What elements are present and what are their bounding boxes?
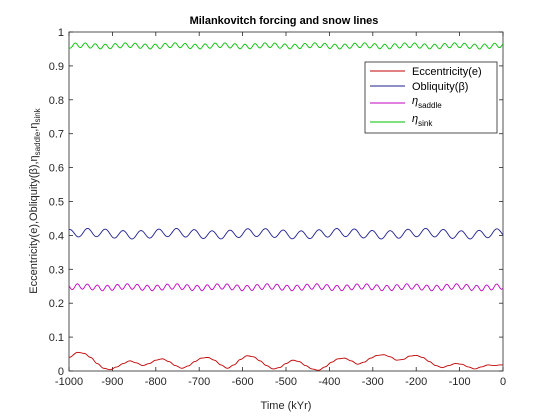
y-tick-label: 0.2 — [49, 298, 64, 310]
y-axis-title-part: η — [28, 155, 40, 161]
series-layer — [68, 42, 504, 371]
y-tick-labels: 0 0.1 0.2 0.3 0.4 0.5 0.6 0.7 0.8 0.9 1 — [49, 27, 64, 378]
x-tick-label: -200 — [405, 376, 427, 388]
legend-label-obliquity: Obliquity(β) — [412, 81, 468, 93]
axis-ticks — [68, 31, 504, 372]
x-tick-label: -800 — [145, 376, 167, 388]
y-tick-label: 0.8 — [49, 95, 64, 107]
legend-label-eta-sink: ηsink — [412, 113, 433, 128]
x-tick-label: -500 — [275, 376, 297, 388]
y-axis-title-part: saddle — [33, 131, 42, 155]
x-tick-label: -1000 — [55, 376, 83, 388]
chart-title: Milankovitch forcing and snow lines — [190, 15, 379, 27]
legend-label-eta-saddle-symbol: η — [412, 95, 418, 107]
x-tick-label: -400 — [318, 376, 340, 388]
y-tick-label: 0.7 — [49, 129, 64, 141]
y-tick-label: 0.9 — [49, 61, 64, 73]
legend-label-obliquity-greek: β — [458, 81, 464, 93]
y-tick-label: 0.4 — [49, 230, 64, 242]
eta-sink-line — [68, 42, 504, 50]
legend-label-eta-saddle-sub: saddle — [418, 101, 442, 110]
y-axis-title-part: Eccentricity(e),Obliquity( — [28, 174, 40, 294]
y-tick-label: 0.1 — [49, 332, 64, 344]
legend: Eccentricity(e) Obliquity(β) ηsaddle ηsi… — [364, 61, 498, 134]
y-axis-title-part: η — [28, 123, 40, 129]
y-tick-label: 1 — [58, 27, 64, 39]
y-tick-label: 0.5 — [49, 197, 64, 209]
y-axis-title-part: β — [28, 168, 40, 174]
x-tick-label: -300 — [362, 376, 384, 388]
y-tick-label: 0.3 — [49, 264, 64, 276]
x-tick-labels: -1000 -900 -800 -700 -600 -500 -400 -300 -200 -10… — [55, 376, 506, 388]
legend-label-eta-saddle: ηsaddle — [412, 95, 442, 110]
y-axis-title-part: ), — [28, 161, 40, 168]
legend-label-eccentricity-text: Eccentricity(e) — [412, 66, 482, 78]
legend-label-obliquity-text: Obliquity( — [412, 81, 459, 93]
x-tick-label: 0 — [500, 376, 506, 388]
x-tick-label: -600 — [232, 376, 254, 388]
y-axis-title-part: , — [28, 129, 40, 132]
obliquity-line — [68, 227, 504, 240]
y-tick-label: 0.6 — [49, 163, 64, 175]
y-tick-label: 0 — [58, 366, 64, 378]
y-axis-title-part: sink — [33, 107, 42, 122]
eccentricity-line — [68, 351, 503, 371]
x-tick-label: -900 — [101, 376, 123, 388]
legend-label-eta-sink-symbol: η — [412, 113, 418, 125]
legend-label-eta-sink-sub: sink — [418, 119, 433, 128]
eta-saddle-line — [68, 283, 504, 292]
x-axis-title: Time (kYr) — [261, 400, 312, 412]
legend-label-obliquity-close: ) — [465, 81, 469, 93]
legend-label-eccentricity: Eccentricity(e) — [412, 66, 482, 78]
y-axis-title: Eccentricity(e),Obliquity(β),ηsaddle,ηsi… — [28, 107, 42, 293]
x-tick-label: -700 — [188, 376, 210, 388]
x-tick-label: -100 — [449, 376, 471, 388]
legend-box — [364, 61, 498, 134]
